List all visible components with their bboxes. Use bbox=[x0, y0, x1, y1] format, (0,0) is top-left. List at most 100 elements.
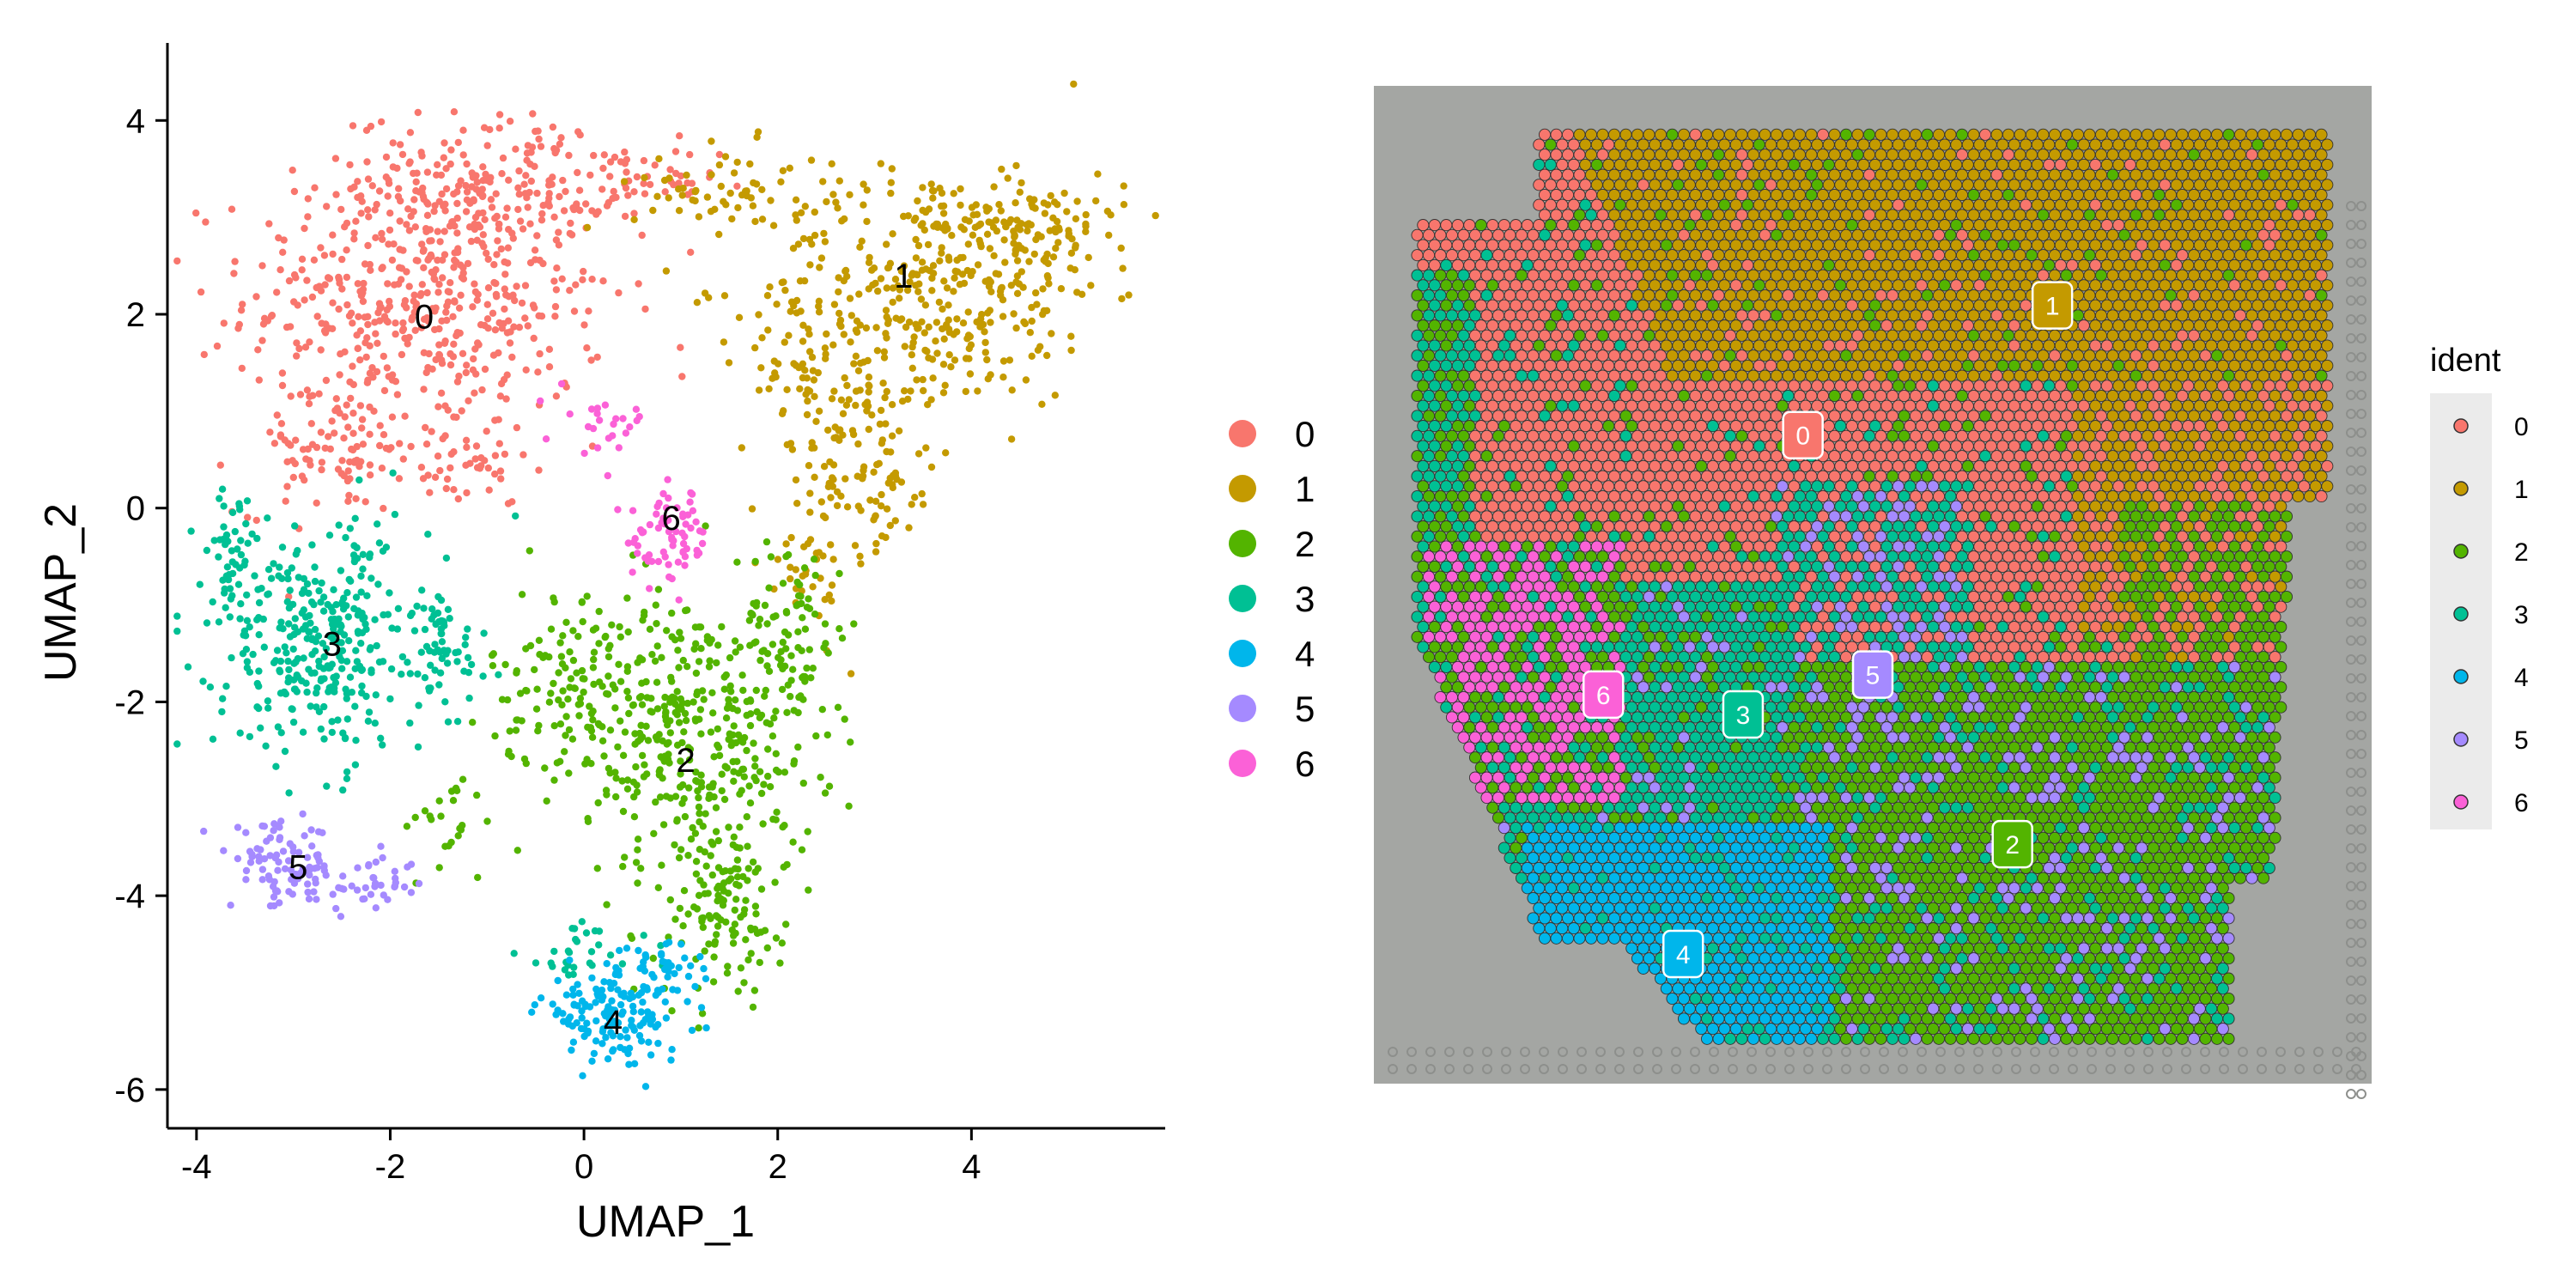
umap-point bbox=[454, 138, 462, 147]
umap-point bbox=[624, 694, 633, 702]
umap-point bbox=[765, 385, 773, 392]
umap-point bbox=[398, 150, 407, 159]
spot bbox=[1515, 269, 1528, 282]
umap-point bbox=[767, 553, 775, 561]
umap-point bbox=[335, 521, 343, 529]
spot bbox=[2094, 289, 2108, 302]
umap-point bbox=[637, 693, 645, 701]
umap-point bbox=[722, 201, 730, 209]
umap-point bbox=[537, 994, 545, 1002]
spot bbox=[1904, 198, 1917, 211]
umap-point bbox=[588, 1057, 596, 1066]
umap-point bbox=[453, 378, 462, 386]
umap-point bbox=[889, 284, 897, 292]
umap-point bbox=[421, 807, 429, 815]
umap-point bbox=[629, 568, 636, 576]
umap-point bbox=[778, 939, 786, 947]
spot bbox=[2025, 269, 2038, 282]
umap-point bbox=[227, 595, 235, 603]
spot bbox=[2303, 289, 2317, 302]
spot bbox=[2083, 309, 2096, 322]
umap-point bbox=[471, 389, 478, 397]
umap-point bbox=[776, 959, 784, 967]
spot bbox=[1886, 329, 1899, 342]
umap-point bbox=[677, 757, 684, 765]
spot bbox=[2275, 158, 2287, 171]
umap-point bbox=[264, 514, 271, 522]
spot bbox=[1770, 209, 1783, 222]
spot bbox=[2100, 138, 2113, 151]
umap-point bbox=[624, 628, 632, 636]
spot bbox=[2077, 279, 2090, 292]
umap-point bbox=[726, 653, 734, 662]
spot bbox=[2048, 168, 2062, 181]
umap-point bbox=[641, 190, 649, 197]
umap-point bbox=[872, 279, 879, 288]
spot bbox=[2309, 299, 2322, 312]
umap-point bbox=[440, 251, 449, 258]
spot bbox=[2008, 219, 2020, 232]
umap-point bbox=[803, 664, 811, 672]
umap-point bbox=[266, 428, 274, 436]
umap-point bbox=[465, 397, 472, 404]
umap-point bbox=[215, 618, 223, 626]
spot bbox=[2245, 209, 2258, 222]
spot bbox=[1718, 239, 1731, 252]
spot bbox=[1672, 198, 1685, 211]
spot bbox=[1428, 258, 1441, 271]
spot bbox=[1625, 258, 1638, 271]
umap-point bbox=[731, 637, 739, 645]
umap-point bbox=[565, 949, 574, 957]
umap-point bbox=[616, 946, 623, 955]
spot bbox=[1718, 299, 1731, 312]
spot bbox=[1909, 329, 1923, 342]
spot bbox=[1434, 309, 1447, 322]
umap-point bbox=[484, 464, 492, 472]
umap-point bbox=[635, 946, 642, 955]
umap-point bbox=[415, 879, 423, 888]
spot bbox=[2123, 299, 2136, 312]
umap-point bbox=[442, 554, 451, 562]
spot bbox=[2239, 239, 2252, 252]
umap-point bbox=[441, 432, 449, 440]
umap-point bbox=[743, 746, 750, 755]
spot bbox=[1932, 149, 1946, 161]
spot bbox=[1862, 128, 1876, 141]
spot bbox=[2170, 138, 2183, 151]
umap-point bbox=[922, 265, 930, 273]
spot bbox=[1486, 279, 1499, 292]
spot bbox=[2228, 138, 2241, 151]
spot bbox=[1643, 249, 1656, 262]
umap-point bbox=[914, 288, 922, 295]
umap-point bbox=[1012, 250, 1019, 258]
umap-point bbox=[743, 711, 750, 720]
umap-point bbox=[648, 651, 656, 659]
umap-point bbox=[579, 617, 586, 626]
x-tick-label: -4 bbox=[181, 1148, 212, 1186]
umap-point bbox=[614, 506, 622, 513]
spot bbox=[1695, 179, 1708, 191]
umap-point bbox=[825, 782, 834, 790]
umap-point bbox=[372, 234, 380, 241]
spot bbox=[1868, 339, 1881, 352]
umap-point bbox=[658, 653, 665, 661]
umap-point bbox=[406, 611, 415, 620]
umap-point bbox=[846, 191, 854, 198]
spot bbox=[1672, 339, 1685, 352]
umap-point bbox=[474, 290, 482, 299]
spot bbox=[2043, 179, 2056, 191]
umap-point bbox=[702, 1024, 710, 1032]
spot bbox=[1498, 219, 1510, 232]
umap-point bbox=[244, 513, 252, 521]
umap-point bbox=[570, 1001, 578, 1009]
spot bbox=[1700, 209, 1714, 222]
spot bbox=[1463, 219, 1476, 232]
umap-point bbox=[391, 882, 399, 890]
spot bbox=[1816, 249, 1830, 262]
spot bbox=[2020, 299, 2032, 312]
umap-point bbox=[511, 296, 519, 305]
umap-point bbox=[763, 292, 772, 300]
umap-point bbox=[830, 301, 839, 308]
spot bbox=[2031, 179, 2044, 191]
spot bbox=[1631, 228, 1644, 241]
